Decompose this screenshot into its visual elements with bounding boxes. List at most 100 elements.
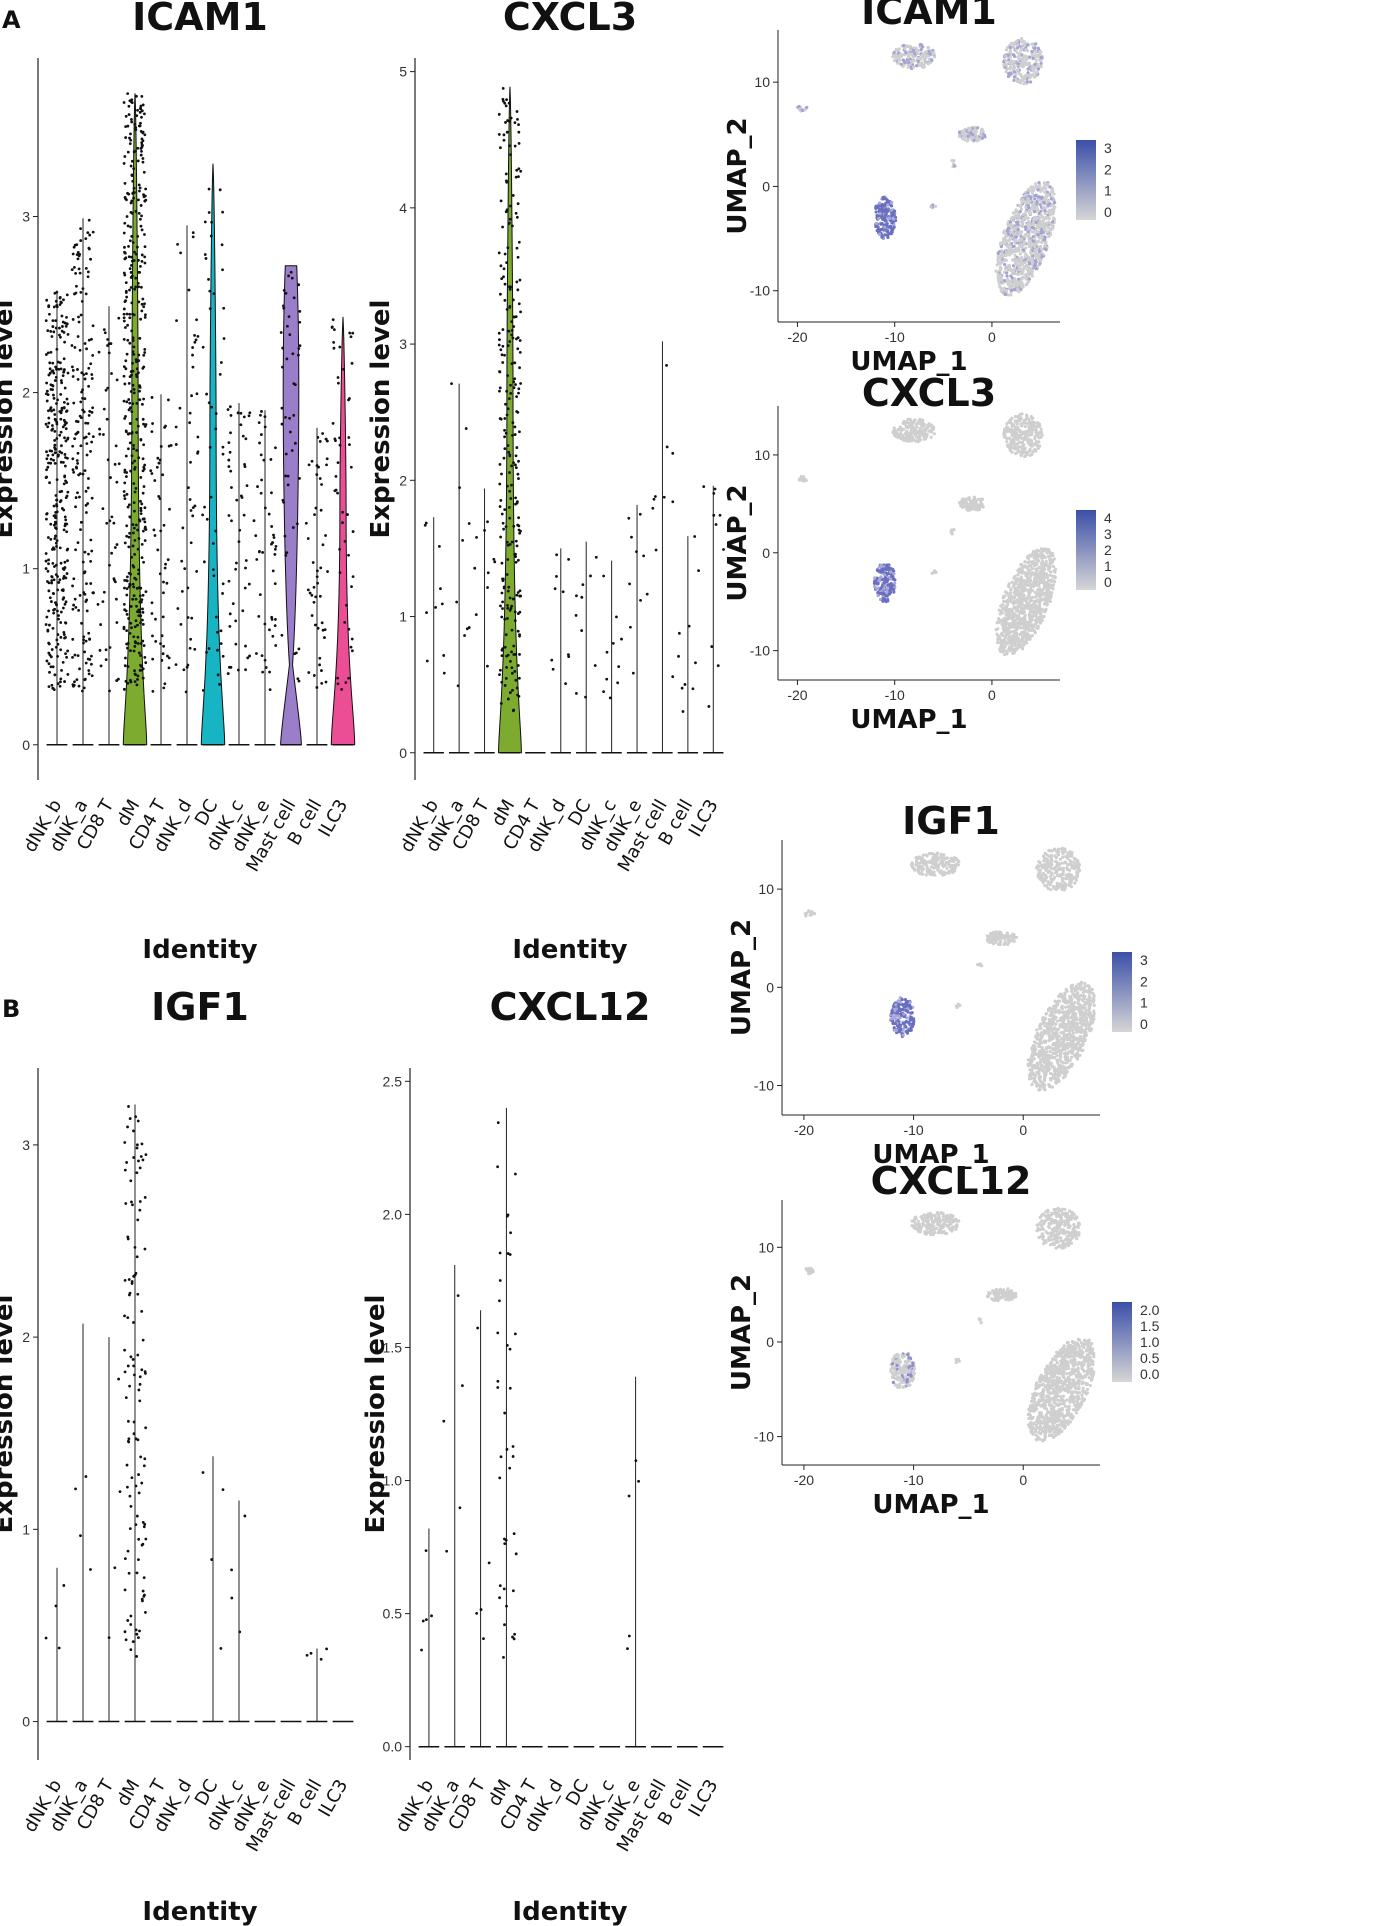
- data-point: [191, 506, 195, 510]
- data-point: [513, 552, 517, 556]
- data-point: [336, 491, 339, 495]
- data-point: [133, 672, 137, 676]
- data-point: [85, 442, 89, 445]
- data-point: [54, 1604, 58, 1608]
- data-point: [62, 298, 65, 302]
- data-point: [214, 529, 218, 533]
- data-point: [142, 422, 145, 426]
- panel-letter-a: A: [2, 6, 21, 34]
- data-point: [71, 607, 75, 611]
- data-point: [504, 121, 507, 124]
- data-point: [137, 300, 141, 304]
- umap-point: [1049, 227, 1054, 231]
- data-point: [561, 590, 565, 594]
- data-point: [510, 224, 514, 228]
- data-point: [514, 496, 518, 500]
- umap-point: [1032, 611, 1036, 615]
- data-point: [191, 365, 195, 369]
- data-point: [509, 607, 513, 610]
- data-point: [83, 650, 87, 654]
- data-point: [287, 315, 291, 319]
- data-point: [241, 609, 245, 613]
- data-point: [144, 187, 148, 191]
- umap-point: [1020, 57, 1024, 61]
- data-point: [76, 491, 79, 495]
- data-point: [141, 457, 145, 461]
- data-point: [141, 417, 145, 421]
- data-point: [210, 220, 214, 224]
- data-point: [143, 347, 147, 351]
- data-point: [86, 486, 90, 490]
- data-point: [502, 1655, 505, 1659]
- x-tick-label: -10: [885, 687, 905, 703]
- data-point: [503, 417, 507, 420]
- data-point: [47, 589, 51, 593]
- data-point: [114, 444, 118, 448]
- data-point: [498, 505, 502, 508]
- data-point: [252, 519, 256, 523]
- data-point: [133, 640, 137, 644]
- data-point: [185, 665, 189, 669]
- data-point: [341, 521, 344, 524]
- data-point: [445, 1549, 449, 1553]
- umap-point: [1023, 42, 1027, 46]
- umap-point: [1001, 281, 1005, 285]
- data-point: [129, 406, 132, 410]
- umap-point: [902, 43, 906, 48]
- data-point: [74, 465, 78, 469]
- data-point: [550, 658, 554, 662]
- data-point: [318, 477, 322, 480]
- data-point: [138, 1399, 142, 1403]
- data-point: [128, 288, 131, 292]
- data-point: [208, 289, 212, 293]
- data-point: [501, 607, 504, 610]
- data-point: [514, 211, 518, 215]
- data-point: [475, 1612, 479, 1615]
- data-point: [261, 551, 265, 554]
- data-point: [248, 654, 251, 658]
- data-point: [455, 600, 459, 604]
- umap-point: [896, 427, 900, 432]
- data-point: [91, 324, 95, 328]
- data-point: [498, 338, 501, 342]
- data-point: [287, 274, 291, 278]
- data-point: [593, 664, 597, 667]
- data-point: [140, 618, 144, 622]
- data-point: [190, 394, 193, 398]
- data-point: [81, 689, 84, 693]
- data-point: [430, 1614, 433, 1618]
- umap-point: [966, 139, 970, 143]
- data-point: [333, 437, 337, 441]
- umap-point: [976, 126, 980, 130]
- data-point: [228, 624, 232, 628]
- umap-point: [1004, 234, 1009, 239]
- data-point: [513, 1172, 517, 1176]
- data-point: [500, 561, 504, 565]
- data-point: [60, 507, 64, 510]
- data-point: [125, 312, 129, 316]
- data-point: [503, 428, 506, 432]
- data-point: [513, 1632, 517, 1636]
- umap-point: [1028, 637, 1032, 641]
- data-point: [291, 352, 295, 356]
- data-point: [270, 525, 274, 528]
- data-point: [54, 494, 58, 497]
- data-point: [483, 528, 486, 532]
- data-point: [259, 491, 263, 495]
- data-point: [324, 680, 328, 684]
- data-point: [123, 245, 126, 249]
- data-point: [637, 1479, 640, 1483]
- x-axis-label: UMAP_1: [850, 705, 967, 735]
- data-point: [510, 666, 514, 670]
- data-point: [66, 490, 70, 494]
- data-point: [132, 649, 136, 653]
- data-point: [163, 426, 166, 429]
- data-point: [90, 373, 94, 376]
- data-point: [244, 668, 247, 672]
- data-point: [137, 572, 140, 576]
- umap-point: [1011, 423, 1015, 427]
- data-point: [80, 621, 83, 625]
- data-point: [130, 1280, 134, 1283]
- data-point: [63, 515, 67, 519]
